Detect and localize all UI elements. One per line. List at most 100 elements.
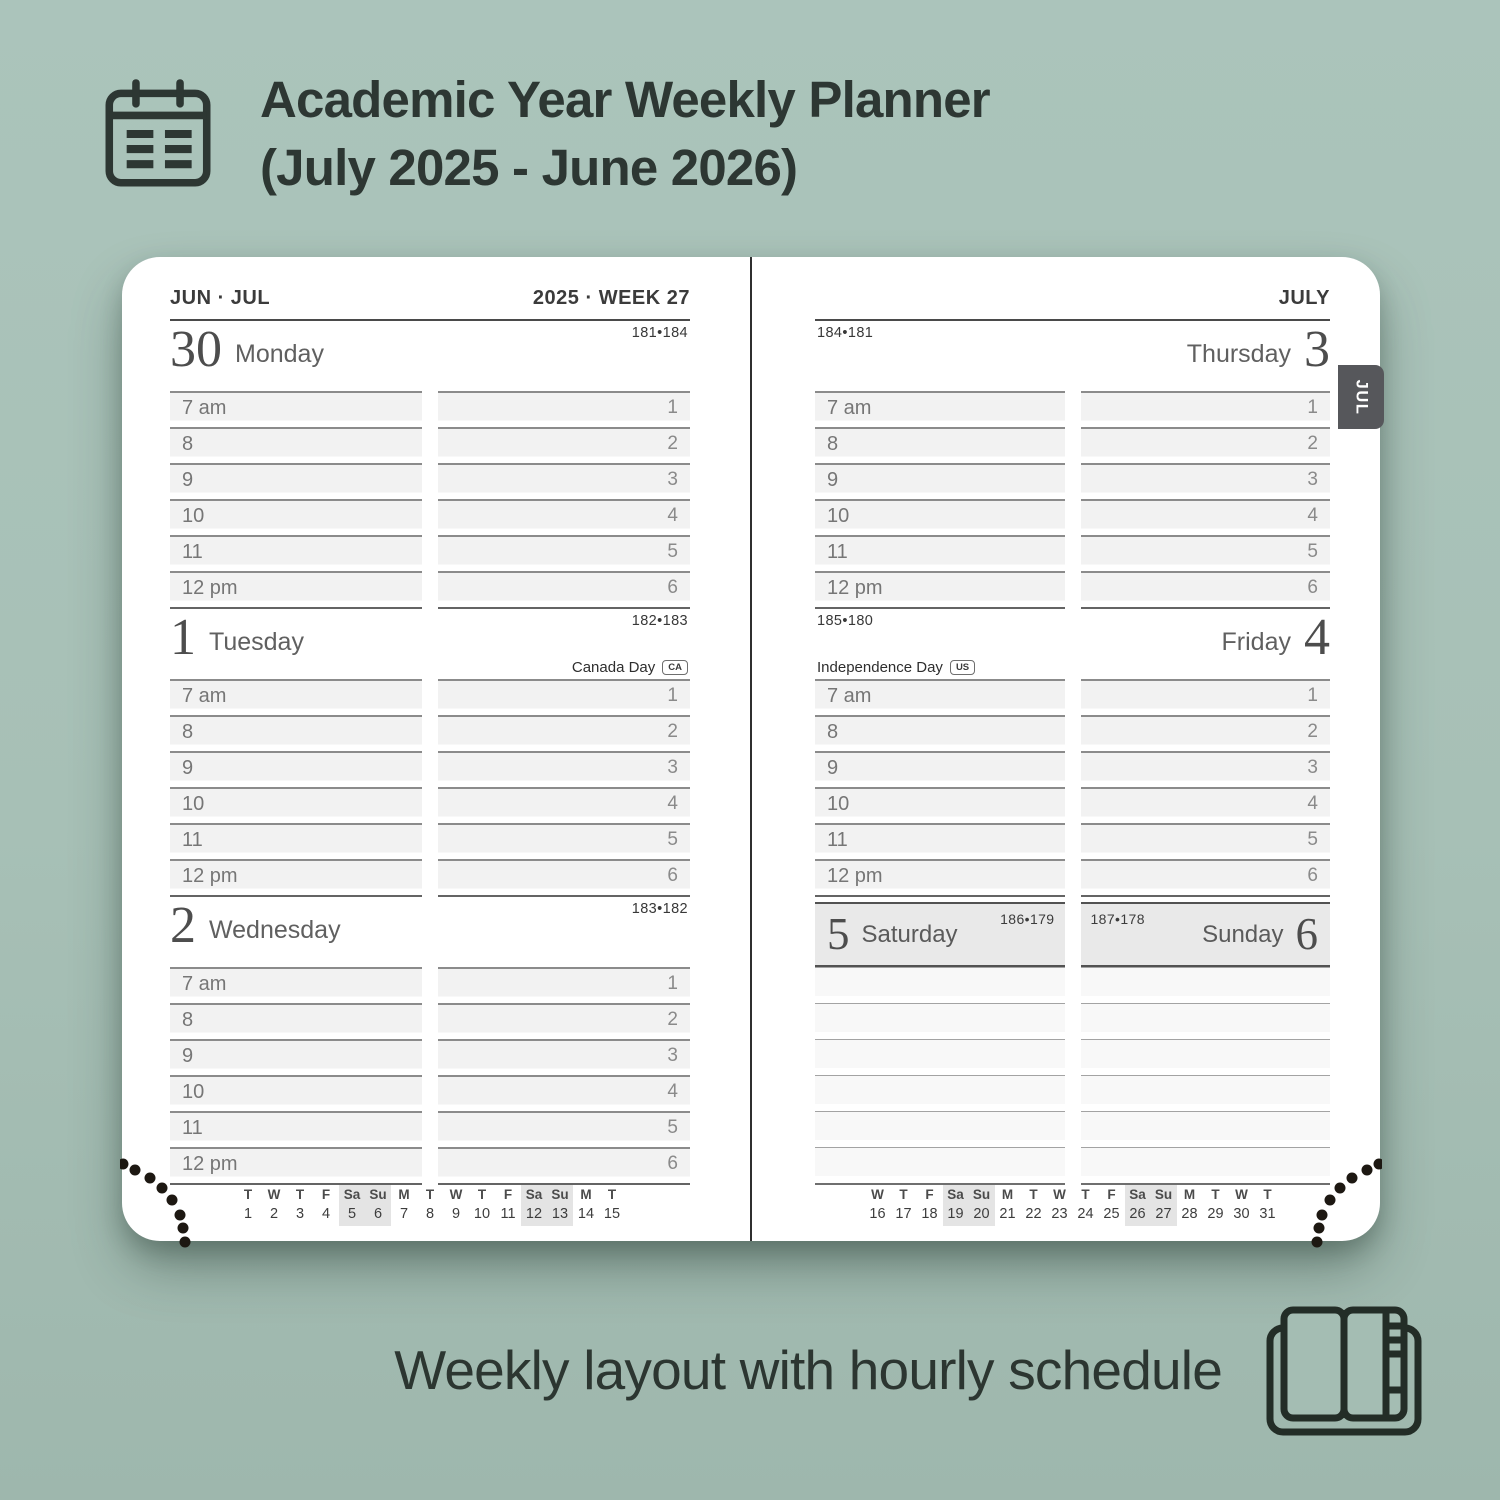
hour-row-label: 10 [170, 499, 422, 535]
hour-slot-number: 3 [438, 1039, 690, 1075]
minical-day-number: 27 [1150, 1205, 1177, 1226]
hour-slot-number: 6 [438, 859, 690, 895]
hour-row-label: 10 [815, 499, 1065, 535]
hour-slot-number: 2 [438, 715, 690, 751]
minical-day-letter: T [899, 1187, 908, 1202]
tuesday-date: 1 [170, 609, 196, 666]
day-header-tuesday: 1 Tuesday 182•183 Canada Day CA [170, 609, 690, 679]
minical-day-letter: M [398, 1187, 410, 1202]
hour-slot-number: 3 [1080, 463, 1330, 499]
minical-day-number: 10 [473, 1206, 491, 1222]
hour-row-label: 9 [815, 463, 1065, 499]
hour-slot-number: 4 [1080, 787, 1330, 823]
hour-row-label: 10 [170, 787, 422, 823]
friday-holiday: Independence Day US [817, 659, 976, 676]
hour-row-label: 12 pm [170, 571, 422, 607]
hour-row-label: 9 [170, 1039, 422, 1075]
weekend-notes-grid [815, 967, 1330, 1185]
friday-hour-grid: 7 am 8 9 10 11 12 pm 1 2 3 4 5 6 [815, 679, 1330, 897]
blank-note-row [815, 1147, 1065, 1183]
minical-day-letter: T [477, 1187, 487, 1202]
hour-row-label: 9 [815, 751, 1065, 787]
monday-hour-grid: 7 am 8 9 10 11 12 pm 1 2 3 4 5 6 [170, 391, 690, 609]
weekend-header-zone: 5 Saturday 186•179 187•178 Sunday 6 [815, 897, 1330, 967]
blank-note-row [1080, 1039, 1330, 1075]
hour-row-label: 10 [815, 787, 1065, 823]
minical-day-letter: W [267, 1187, 281, 1202]
holiday-country-badge: US [949, 659, 976, 676]
tuesday-holiday: Canada Day CA [572, 659, 688, 676]
minical-day-letter: T [1081, 1187, 1090, 1202]
day-header-friday: 185•180 Friday 4 Independence Day US [815, 609, 1330, 679]
minical-day-number: 18 [921, 1206, 938, 1222]
saturday-day-of-year: 186•179 [1000, 911, 1055, 927]
minical-day-letter: Sa [521, 1185, 547, 1205]
hour-row-label: 7 am [815, 391, 1065, 427]
hour-row-label: 8 [170, 715, 422, 751]
footer-caption-block: Weekly layout with hourly schedule [394, 1302, 1428, 1438]
tuesday-hour-grid: 7 am 8 9 10 11 12 pm 1 2 3 4 5 6 [170, 679, 690, 897]
sunday-day-of-year: 187•178 [1090, 911, 1145, 927]
right-page-month: JULY [1278, 287, 1330, 309]
hour-slot-number: 1 [438, 391, 690, 427]
blank-note-row [815, 967, 1065, 1003]
blank-note-row [1080, 1075, 1330, 1111]
hour-slot-number: 5 [438, 1111, 690, 1147]
minical-day-number: 13 [547, 1205, 573, 1226]
calendar-icon [105, 79, 211, 187]
minical-day-number: 16 [869, 1206, 886, 1222]
minical-day-number: 8 [425, 1206, 435, 1222]
minical-day-letter: Su [1150, 1185, 1177, 1205]
page-title-line2: (July 2025 - June 2026) [260, 138, 798, 196]
minical-day-letter: Su [968, 1185, 995, 1205]
minical-day-number: 19 [942, 1205, 969, 1226]
minical-day-number: 17 [895, 1206, 912, 1222]
hour-row-label: 10 [170, 1075, 422, 1111]
minical-day-letter: F [321, 1187, 331, 1202]
minical-day-number: 30 [1233, 1206, 1250, 1222]
month-tab-jul: JUL [1338, 365, 1384, 429]
hour-slot-number: 5 [1080, 823, 1330, 859]
friday-name: Friday [1221, 628, 1291, 656]
hour-row-label: 7 am [170, 679, 422, 715]
minical-day-letter: Sa [942, 1185, 969, 1205]
hour-slot-number: 4 [438, 1075, 690, 1111]
minical-day-letter: T [607, 1187, 617, 1202]
wednesday-day-of-year: 183•182 [631, 901, 688, 917]
minical-day-number: 9 [451, 1206, 461, 1222]
day-header-monday: 30 Monday 181•184 [170, 321, 690, 391]
minical-day-number: 3 [295, 1206, 305, 1222]
sunday-header: 187•178 Sunday 6 [1080, 902, 1330, 967]
blank-note-row [1080, 967, 1330, 1003]
hour-slot-number: 2 [1080, 427, 1330, 463]
open-planner-icon [1266, 1306, 1422, 1436]
minical-day-letter: Su [547, 1185, 573, 1205]
hour-slot-number: 6 [1080, 859, 1330, 895]
hour-row-label: 8 [815, 427, 1065, 463]
saturday-header: 5 Saturday 186•179 [815, 902, 1065, 967]
hour-row-label: 8 [170, 427, 422, 463]
minical-day-number: 21 [999, 1206, 1016, 1222]
minical-day-letter: F [503, 1187, 513, 1202]
hour-slot-number: 5 [438, 823, 690, 859]
minical-day-number: 7 [399, 1206, 409, 1222]
thursday-hour-grid: 7 am 8 9 10 11 12 pm 1 2 3 4 5 6 [815, 391, 1330, 609]
hour-slot-number: 3 [1080, 751, 1330, 787]
month-tab-label: JUL [1352, 379, 1371, 415]
left-page-week-label: 2025 · WEEK 27 [532, 287, 690, 309]
thursday-name: Thursday [1186, 340, 1291, 368]
minical-day-letter: T [1263, 1187, 1272, 1202]
footer-caption: Weekly layout with hourly schedule [394, 1339, 1223, 1401]
hour-row-label: 11 [170, 1111, 422, 1147]
minical-day-number: 6 [365, 1205, 391, 1226]
hour-row-label: 11 [170, 823, 422, 859]
tuesday-day-of-year: 182•183 [631, 613, 688, 629]
minical-day-letter: W [1235, 1187, 1248, 1202]
minical-day-number: 11 [500, 1206, 516, 1222]
blank-note-row [1080, 1003, 1330, 1039]
hour-slot-number: 6 [1080, 571, 1330, 607]
blank-note-row [815, 1111, 1065, 1147]
hour-row-label: 12 pm [170, 859, 422, 895]
holiday-country-badge: CA [662, 659, 688, 676]
day-header-wednesday: 2 Wednesday 183•182 [170, 897, 690, 967]
